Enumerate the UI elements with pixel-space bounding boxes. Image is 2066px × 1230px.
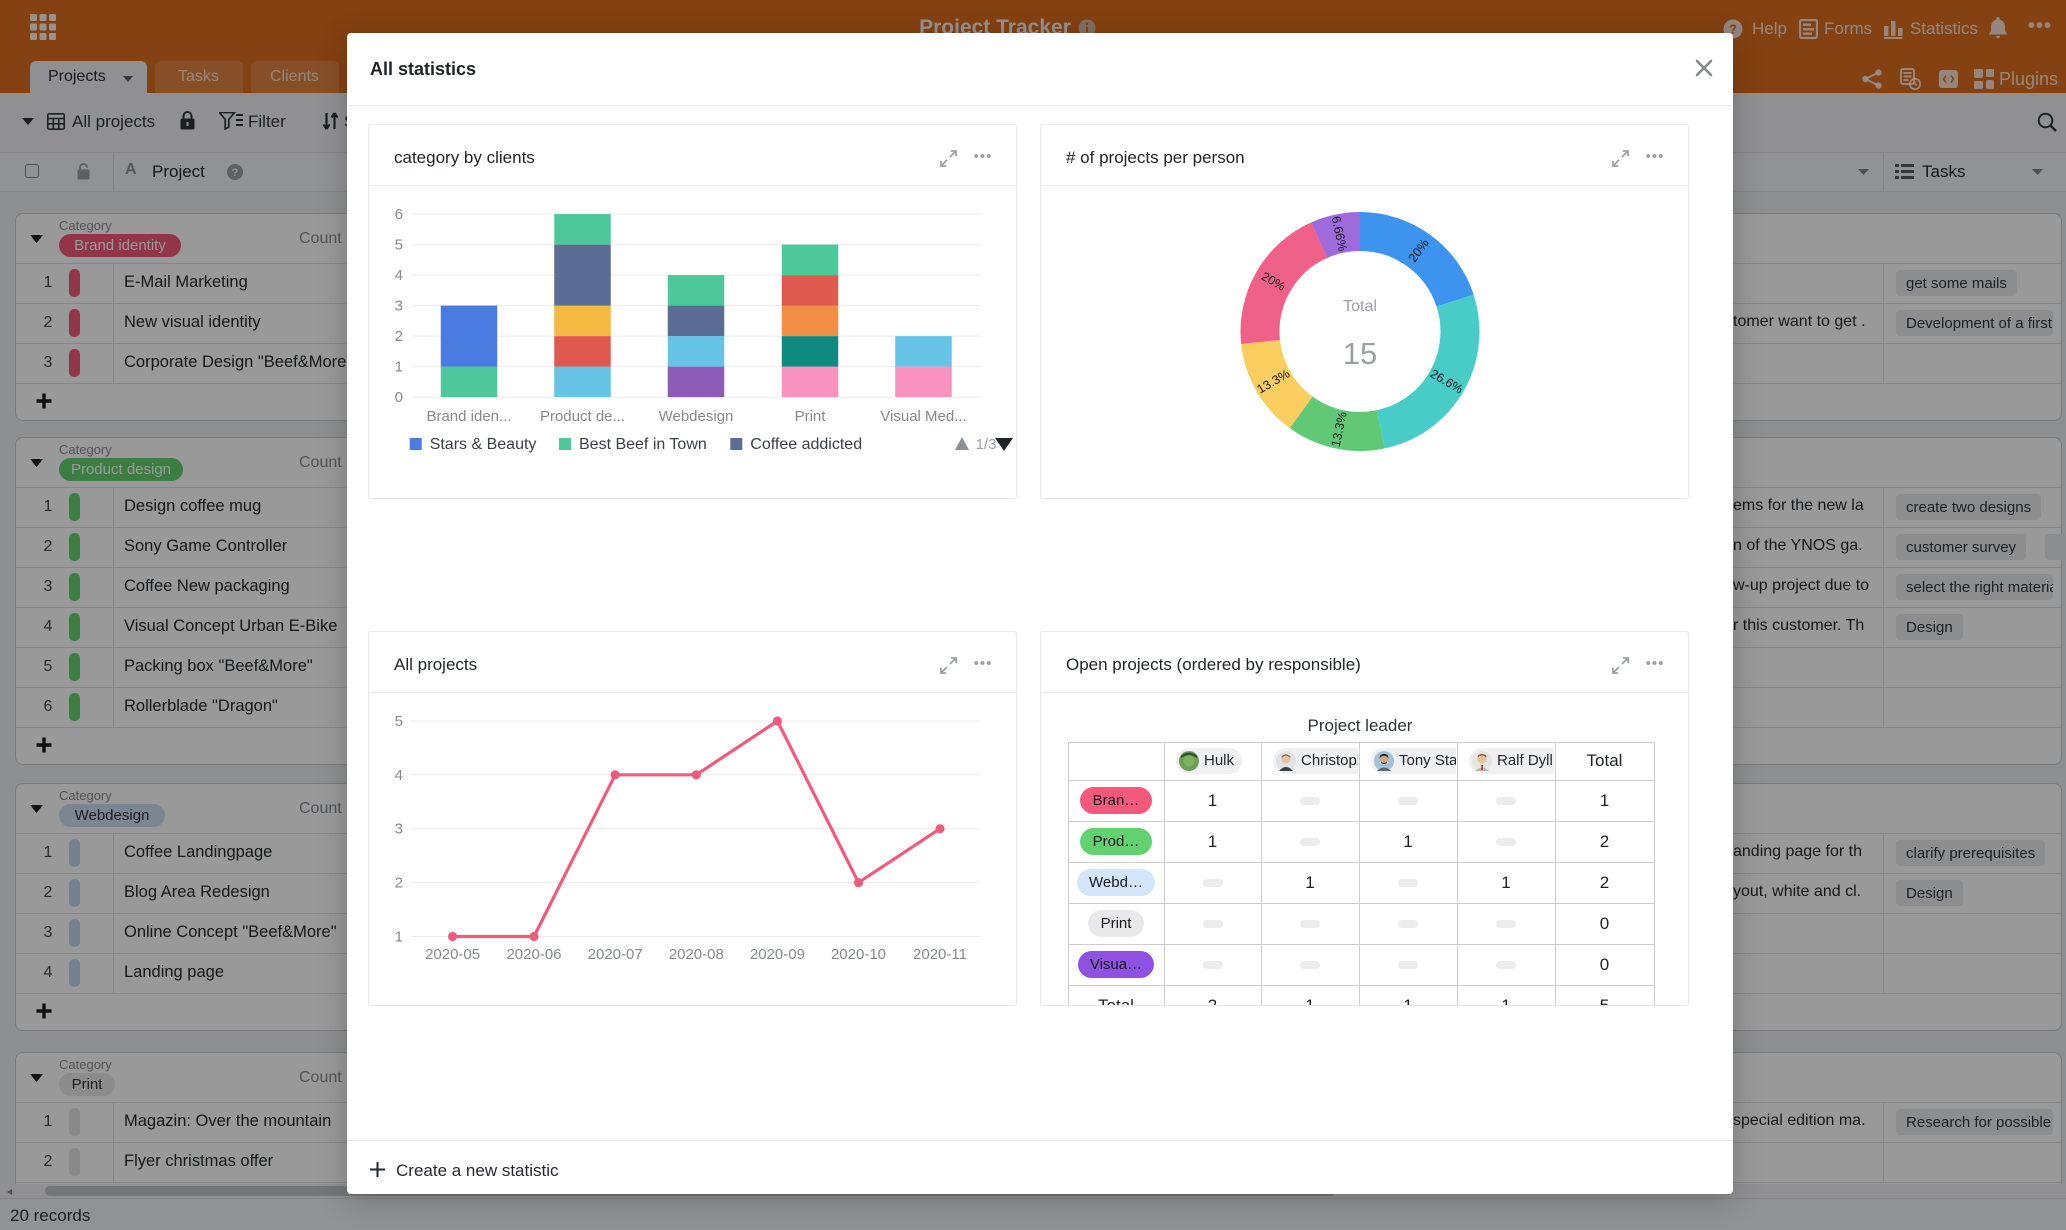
svg-text:?: ? bbox=[232, 167, 239, 179]
svg-text:Visual Med...: Visual Med... bbox=[880, 408, 966, 425]
svg-text:2020-10: 2020-10 bbox=[831, 946, 886, 963]
svg-text:Brand iden...: Brand iden... bbox=[426, 408, 511, 425]
svg-text:Product de...: Product de... bbox=[540, 408, 625, 425]
svg-text:3: 3 bbox=[395, 821, 403, 838]
svg-text:5: 5 bbox=[395, 237, 403, 254]
svg-text:?: ? bbox=[1729, 22, 1737, 37]
svg-text:5: 5 bbox=[395, 713, 403, 730]
svg-text:Coffee addicted: Coffee addicted bbox=[750, 436, 862, 453]
svg-text:Webdesign: Webdesign bbox=[659, 408, 734, 425]
svg-text:Best Beef in Town: Best Beef in Town bbox=[579, 436, 707, 453]
svg-text:Total: Total bbox=[1343, 298, 1377, 315]
svg-text:2020-09: 2020-09 bbox=[750, 946, 805, 963]
svg-text:1: 1 bbox=[395, 359, 403, 376]
svg-text:1/3: 1/3 bbox=[976, 436, 997, 453]
svg-text:2020-07: 2020-07 bbox=[588, 946, 643, 963]
svg-text:3: 3 bbox=[395, 298, 403, 315]
svg-text:2: 2 bbox=[395, 875, 403, 892]
svg-text:2020-05: 2020-05 bbox=[425, 946, 480, 963]
svg-text:Print: Print bbox=[795, 408, 827, 425]
svg-text:2020-06: 2020-06 bbox=[506, 946, 561, 963]
svg-text:2020-11: 2020-11 bbox=[913, 946, 967, 963]
svg-text:6: 6 bbox=[395, 206, 403, 223]
svg-text:2: 2 bbox=[395, 328, 403, 345]
svg-text:1: 1 bbox=[395, 929, 403, 946]
svg-text:15: 15 bbox=[1343, 336, 1377, 371]
svg-text:4: 4 bbox=[395, 767, 403, 784]
svg-text:0: 0 bbox=[395, 389, 403, 406]
svg-text:Stars & Beauty: Stars & Beauty bbox=[430, 436, 537, 453]
svg-text:4: 4 bbox=[395, 267, 403, 284]
svg-text:2020-08: 2020-08 bbox=[669, 946, 724, 963]
